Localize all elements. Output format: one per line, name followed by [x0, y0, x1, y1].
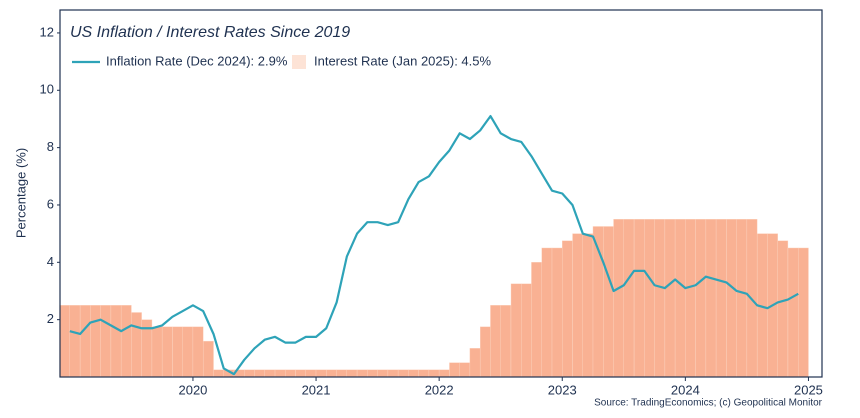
rate-bar [356, 369, 368, 378]
rate-bar [305, 369, 317, 378]
rate-bar [777, 240, 789, 378]
rate-bar [582, 233, 594, 378]
rate-bar [244, 369, 255, 378]
rate-bar [69, 305, 81, 378]
plot-frame [59, 9, 823, 378]
rate-bar [541, 247, 553, 378]
rate-bar [182, 326, 194, 378]
rate-bar [387, 369, 399, 378]
y-tick-label: 12 [40, 24, 54, 39]
rate-bar [161, 326, 173, 378]
legend-label: Interest Rate (Jan 2025): 4.5% [314, 53, 491, 68]
rate-bar [172, 326, 183, 378]
rate-bar [480, 326, 491, 378]
y-tick-label: 4 [47, 254, 54, 269]
rate-bar [469, 348, 481, 378]
rate-bar [79, 305, 91, 378]
rate-bar [295, 369, 307, 378]
rate-bar [798, 247, 809, 378]
rate-bar [408, 369, 419, 378]
rate-bar [500, 305, 512, 378]
rate-bar [736, 219, 748, 378]
y-tick-label: 8 [47, 139, 54, 154]
rate-bar [213, 369, 224, 378]
rate-bar [705, 219, 717, 378]
rate-bar [726, 219, 737, 378]
legend-label: Inflation Rate (Dec 2024): 2.9% [106, 53, 288, 68]
rate-bar [449, 362, 460, 378]
rate-bar [562, 240, 573, 378]
rate-bar [315, 369, 327, 378]
y-tick-label: 6 [47, 196, 54, 211]
x-tick-label: 2023 [548, 382, 577, 397]
rate-bar [100, 305, 112, 378]
rate-bar [510, 283, 522, 378]
x-tick-label: 2020 [178, 382, 207, 397]
rate-bar [346, 369, 358, 378]
rate-bar [551, 247, 563, 378]
chart-title: US Inflation / Interest Rates Since 2019 [70, 24, 350, 41]
rate-bar [397, 369, 409, 378]
rate-bar [264, 369, 276, 378]
rate-bar [490, 305, 501, 378]
rate-bar [572, 233, 584, 378]
rate-bar [192, 326, 204, 378]
rate-bar [685, 219, 696, 378]
lines [69, 114, 799, 376]
inflation-line [69, 114, 799, 376]
legend-swatch [292, 55, 306, 69]
rate-bar [633, 219, 645, 378]
rate-bar [336, 369, 348, 378]
y-tick-label: 2 [47, 311, 54, 326]
rate-bar [274, 369, 286, 378]
x-tick-label: 2022 [425, 382, 454, 397]
rate-bar [695, 219, 707, 378]
rate-bar [203, 340, 214, 378]
rate-bar [531, 262, 542, 378]
rate-bar [787, 247, 799, 378]
rate-bar [664, 219, 676, 378]
y-axis-label: Percentage (%) [13, 148, 28, 238]
rate-bar [603, 226, 614, 378]
y-tick-label: 10 [40, 82, 54, 97]
rate-bar [654, 219, 665, 378]
bars [59, 219, 809, 378]
rate-bar [285, 369, 296, 378]
rate-bar [254, 369, 265, 378]
rate-bar [521, 283, 532, 378]
x-tick-label: 2021 [302, 382, 331, 397]
rate-bar [120, 305, 132, 378]
rate-bar [59, 305, 71, 378]
source: Source: TradingEconomics; (c) Geopolitic… [594, 398, 823, 409]
x-tick-label: 2024 [671, 382, 700, 397]
rate-bar [367, 369, 378, 378]
rate-bar [674, 219, 686, 378]
rate-bar [131, 312, 142, 378]
rate-bar [428, 369, 440, 378]
rate-bar [377, 369, 389, 378]
rate-bar [418, 369, 430, 378]
rate-bar [644, 219, 655, 378]
rate-bar [438, 369, 450, 378]
rate-bar [623, 219, 635, 378]
rate-bar [459, 362, 471, 378]
rate-bar [326, 369, 337, 378]
x-tick-label: 2025 [794, 382, 823, 397]
rate-bar [715, 219, 727, 378]
rate-bar [110, 305, 122, 378]
rate-bar [90, 305, 101, 378]
rate-bar [151, 326, 163, 378]
rate-bar [613, 219, 625, 378]
